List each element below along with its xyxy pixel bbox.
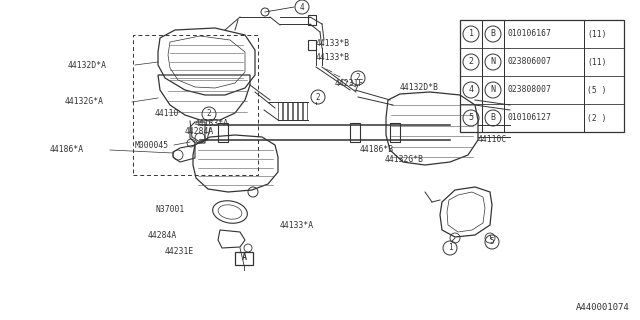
Text: 2: 2 [316, 92, 320, 101]
Text: 4: 4 [300, 3, 304, 12]
Text: 1: 1 [468, 29, 474, 38]
Text: 44132G*B: 44132G*B [385, 156, 424, 164]
Text: 44231E: 44231E [165, 247, 195, 257]
Bar [298, 102, 302, 120]
Text: 44284A: 44284A [185, 127, 214, 137]
Text: 44133*B: 44133*B [316, 52, 350, 61]
Text: 4: 4 [468, 85, 474, 94]
Text: A: A [241, 253, 246, 262]
Text: N: N [490, 85, 495, 94]
Bar [278, 102, 282, 120]
Text: (2 ): (2 ) [587, 114, 607, 123]
Text: 44132D*B: 44132D*B [400, 84, 439, 92]
Text: A440001074: A440001074 [576, 303, 630, 312]
Text: 44132G*A: 44132G*A [65, 98, 104, 107]
Text: 44133*A: 44133*A [195, 118, 229, 127]
Bar [288, 102, 292, 120]
Bar [235, 252, 253, 265]
Bar [308, 40, 316, 50]
Text: B: B [490, 29, 495, 38]
Text: 44110C: 44110C [478, 135, 508, 145]
Bar [350, 123, 360, 142]
Text: 44110: 44110 [155, 108, 179, 117]
Bar [133, 35, 258, 175]
Text: 44186*B: 44186*B [360, 146, 394, 155]
Bar [390, 123, 400, 142]
Bar [293, 102, 297, 120]
Bar [460, 20, 624, 132]
Bar [283, 102, 287, 120]
Text: 44231F: 44231F [335, 79, 364, 89]
Text: 5: 5 [468, 114, 474, 123]
Text: 44133*A: 44133*A [280, 220, 314, 229]
Text: 44284A: 44284A [148, 231, 177, 241]
Text: 2: 2 [207, 109, 211, 118]
Text: 010106127: 010106127 [507, 114, 551, 123]
Text: 5: 5 [490, 237, 494, 246]
Text: 44132D*A: 44132D*A [68, 60, 107, 69]
Text: N: N [490, 58, 495, 67]
Bar [308, 15, 316, 25]
Text: 023808007: 023808007 [507, 85, 551, 94]
Text: 44186*A: 44186*A [50, 146, 84, 155]
Text: 010106167: 010106167 [507, 29, 551, 38]
Text: N37001: N37001 [155, 205, 184, 214]
Text: (5 ): (5 ) [587, 85, 607, 94]
Text: 2: 2 [468, 58, 474, 67]
Text: 2: 2 [356, 74, 360, 83]
Text: (11): (11) [587, 58, 607, 67]
Text: B: B [490, 114, 495, 123]
Text: (11): (11) [587, 29, 607, 38]
Text: 023806007: 023806007 [507, 58, 551, 67]
Bar [218, 123, 228, 142]
Text: 1: 1 [448, 244, 452, 252]
Bar [303, 102, 307, 120]
Text: 44133*B: 44133*B [316, 38, 350, 47]
Text: M000045: M000045 [135, 140, 169, 149]
